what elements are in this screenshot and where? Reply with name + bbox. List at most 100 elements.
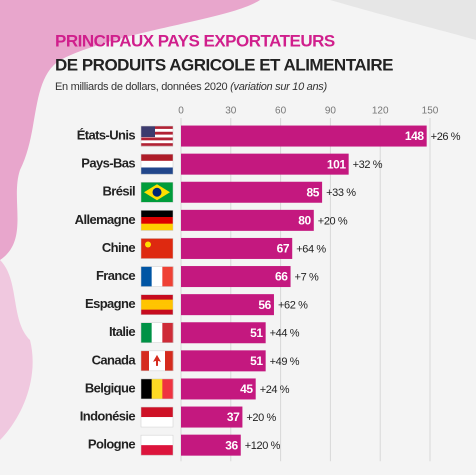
map-shape [0, 260, 33, 440]
y-tick-label: Brésil [102, 184, 135, 199]
y-tick-label: Pologne [88, 437, 135, 452]
flag-stripe [141, 143, 173, 147]
flag-stripe [141, 160, 173, 168]
flag-stripe [162, 378, 174, 399]
flag-stripe [141, 299, 173, 305]
value-label: 45 [240, 382, 253, 396]
bar [181, 209, 314, 231]
y-tick-label: Indonésie [80, 408, 136, 423]
flag-stripe [141, 304, 173, 310]
x-tick-label: 120 [372, 106, 389, 117]
flag-stripe [151, 378, 163, 399]
flag [140, 238, 174, 259]
value-label: 101 [327, 157, 347, 171]
change-label: +20 % [246, 412, 276, 424]
y-tick-label: Allemagne [75, 212, 136, 227]
change-label: +24 % [260, 384, 290, 396]
y-tick-label: Italie [109, 324, 135, 339]
flag [140, 434, 174, 456]
flag-border [140, 238, 174, 259]
flag-stripe [141, 134, 173, 138]
flag-border [140, 182, 174, 203]
flag-stripe [141, 350, 150, 371]
bar [181, 378, 256, 400]
flag-border [140, 434, 174, 456]
value-label: 37 [227, 410, 240, 424]
bar [181, 153, 349, 175]
flag-stripe [141, 435, 173, 446]
y-tick-label: Espagne [85, 296, 135, 311]
y-tick-label: France [96, 268, 135, 283]
flag-stripe [141, 445, 173, 456]
flag-stripe [141, 217, 173, 224]
x-tick-label: 0 [178, 106, 184, 117]
y-tick-label: États-Unis [77, 127, 136, 142]
map-shape [0, 0, 260, 260]
change-label: +62 % [278, 300, 308, 312]
flag-border [140, 378, 174, 400]
change-label: +64 % [296, 243, 326, 255]
bar [181, 125, 427, 147]
flag-stripe [141, 131, 173, 135]
flag-border [140, 210, 174, 231]
flag-stripe [141, 140, 173, 144]
flag-stripe [162, 322, 174, 343]
flag-stripe [141, 154, 173, 162]
flag-border [140, 125, 174, 147]
value-label: 80 [298, 214, 311, 228]
value-label: 36 [225, 438, 238, 452]
flag-stripe [141, 322, 152, 343]
y-tick-label: Pays-Bas [81, 156, 135, 171]
x-tick-label: 60 [275, 106, 287, 117]
flag-canton [141, 126, 155, 138]
flag-stripe [141, 407, 173, 418]
note-italic: (variation sur 10 ans) [230, 81, 327, 93]
change-label: +33 % [326, 187, 356, 199]
flag-border [140, 322, 174, 343]
flag-border [140, 294, 174, 315]
value-label: 56 [258, 298, 271, 312]
flag-stripe [141, 126, 173, 130]
bar [181, 294, 274, 316]
value-label: 51 [250, 354, 263, 368]
flag [140, 406, 174, 428]
flag-border [140, 350, 174, 372]
bar [181, 406, 243, 428]
flag-stripe [141, 266, 152, 287]
y-tick-label: Chine [102, 240, 135, 255]
value-label: 66 [275, 270, 288, 284]
flag-stripe [157, 350, 166, 371]
flag-stripe [162, 266, 174, 287]
flag [140, 378, 174, 400]
flag-star [145, 241, 151, 248]
flag-stripe [141, 128, 173, 133]
x-tick-label: 150 [422, 106, 439, 117]
x-tick-label: 90 [325, 106, 337, 117]
flag [140, 294, 174, 315]
note-text: En milliards de dollars, données 2020 [55, 81, 228, 93]
change-label: +44 % [270, 328, 300, 340]
flag-disc [152, 187, 162, 197]
value-label: 85 [307, 185, 320, 199]
flag-stripe [151, 322, 163, 343]
flag-stripe [149, 350, 158, 371]
flag [140, 350, 174, 372]
value-label: 51 [250, 326, 263, 340]
bar [181, 322, 266, 344]
chart-subtitle: DE PRODUITS AGRICOLE ET ALIMENTAIRE [55, 55, 393, 74]
flag [140, 125, 174, 147]
change-label: +26 % [431, 131, 461, 143]
change-label: +120 % [245, 440, 281, 452]
y-tick-label: Belgique [85, 380, 135, 395]
flag-stripe [151, 266, 163, 287]
flag [140, 210, 174, 231]
flag-stripe [141, 137, 173, 141]
note: En milliards de dollars, données 2020 (v… [55, 81, 327, 93]
flag-stripe [141, 223, 173, 231]
flag-stripe [141, 167, 173, 175]
change-label: +7 % [295, 271, 319, 283]
flag [140, 153, 174, 175]
bar [181, 266, 291, 288]
flag-stripe [141, 378, 152, 399]
